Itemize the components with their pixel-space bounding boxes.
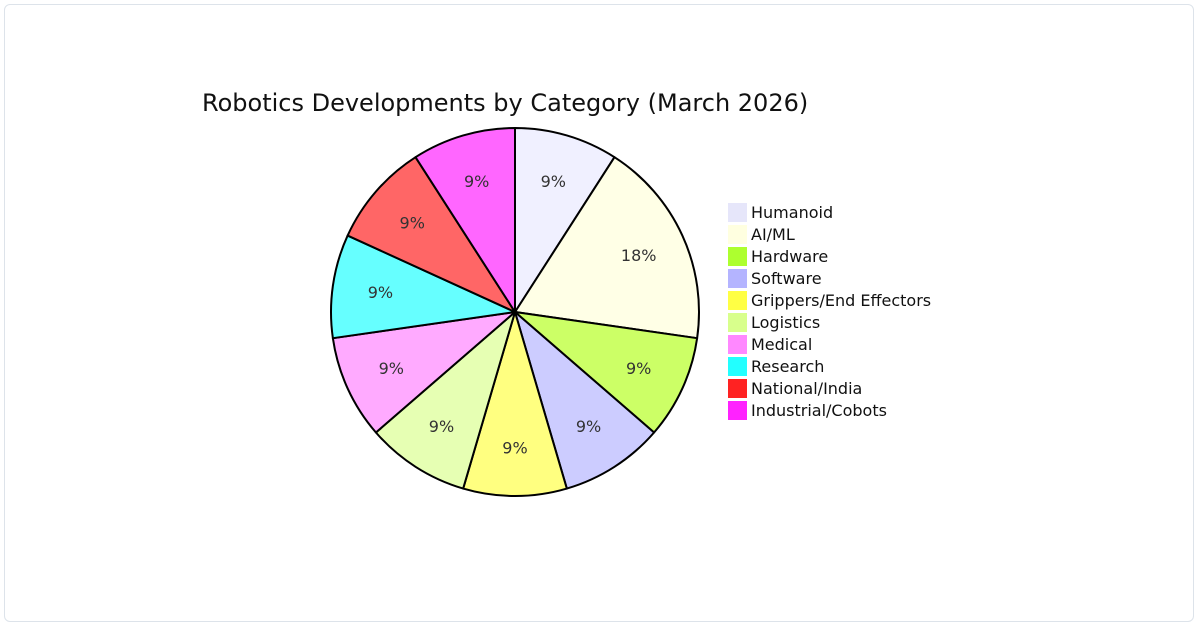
legend-label: Industrial/Cobots	[751, 400, 887, 420]
legend-swatch	[728, 334, 747, 354]
slice-label-industrial-cobots: 9%	[464, 172, 489, 191]
slice-label-software: 9%	[576, 417, 601, 436]
pie-slice-logistics	[374, 311, 516, 490]
legend-swatch	[728, 400, 747, 420]
slice-label-research: 9%	[368, 283, 393, 302]
legend-item-hardware[interactable]: Hardware	[728, 245, 931, 267]
legend-label: Medical	[751, 334, 813, 354]
legend-item-grippers-end-effectors[interactable]: Grippers/End Effectors	[728, 289, 931, 311]
legend-item-research[interactable]: Research	[728, 355, 931, 377]
legend-swatch	[728, 378, 747, 398]
legend-item-software[interactable]: Software	[728, 267, 931, 289]
slice-label-national-india: 9%	[400, 213, 425, 232]
legend: Humanoid AI/ML Hardware Software Grippers/En…	[728, 201, 931, 421]
slice-label-grippers-end-effectors: 9%	[502, 439, 527, 458]
pie-slice-ai-ml	[514, 156, 700, 340]
pie-slice-hardware	[514, 311, 699, 434]
legend-item-humanoid[interactable]: Humanoid	[728, 201, 931, 223]
legend-label: Grippers/End Effectors	[751, 290, 932, 310]
slice-label-ai-ml: 18%	[621, 246, 657, 265]
pie-slice-humanoid	[514, 127, 616, 313]
legend-label: AI/ML	[751, 224, 795, 244]
chart-title: Robotics Developments by Category (March…	[202, 89, 809, 117]
slice-label-logistics: 9%	[429, 417, 454, 436]
legend-item-ai-ml[interactable]: AI/ML	[728, 223, 931, 245]
pie-slice-medical	[331, 311, 516, 434]
slice-label-hardware: 9%	[626, 359, 651, 378]
pie-slice-national-india	[346, 156, 516, 313]
legend-swatch	[728, 356, 747, 376]
slice-label-medical: 9%	[379, 359, 404, 378]
legend-swatch	[728, 268, 747, 288]
legend-swatch	[728, 224, 747, 244]
legend-label: Research	[751, 356, 825, 376]
pie-slice-industrial-cobots	[414, 127, 516, 313]
legend-swatch	[728, 312, 747, 332]
legend-label: National/India	[751, 378, 863, 398]
legend-swatch	[728, 202, 747, 222]
legend-swatch	[728, 246, 747, 266]
pie-slice-research	[330, 234, 516, 340]
legend-item-national-india[interactable]: National/India	[728, 377, 931, 399]
legend-label: Hardware	[751, 246, 829, 266]
pie-slice-software	[514, 311, 656, 490]
legend-label: Humanoid	[751, 202, 834, 222]
legend-label: Logistics	[751, 312, 821, 332]
legend-label: Software	[751, 268, 822, 288]
legend-item-industrial-cobots[interactable]: Industrial/Cobots	[728, 399, 931, 421]
legend-item-medical[interactable]: Medical	[728, 333, 931, 355]
legend-swatch	[728, 290, 747, 310]
pie-slice-grippers-end-effectors	[462, 311, 568, 497]
slice-label-humanoid: 9%	[541, 172, 566, 191]
legend-item-logistics[interactable]: Logistics	[728, 311, 931, 333]
